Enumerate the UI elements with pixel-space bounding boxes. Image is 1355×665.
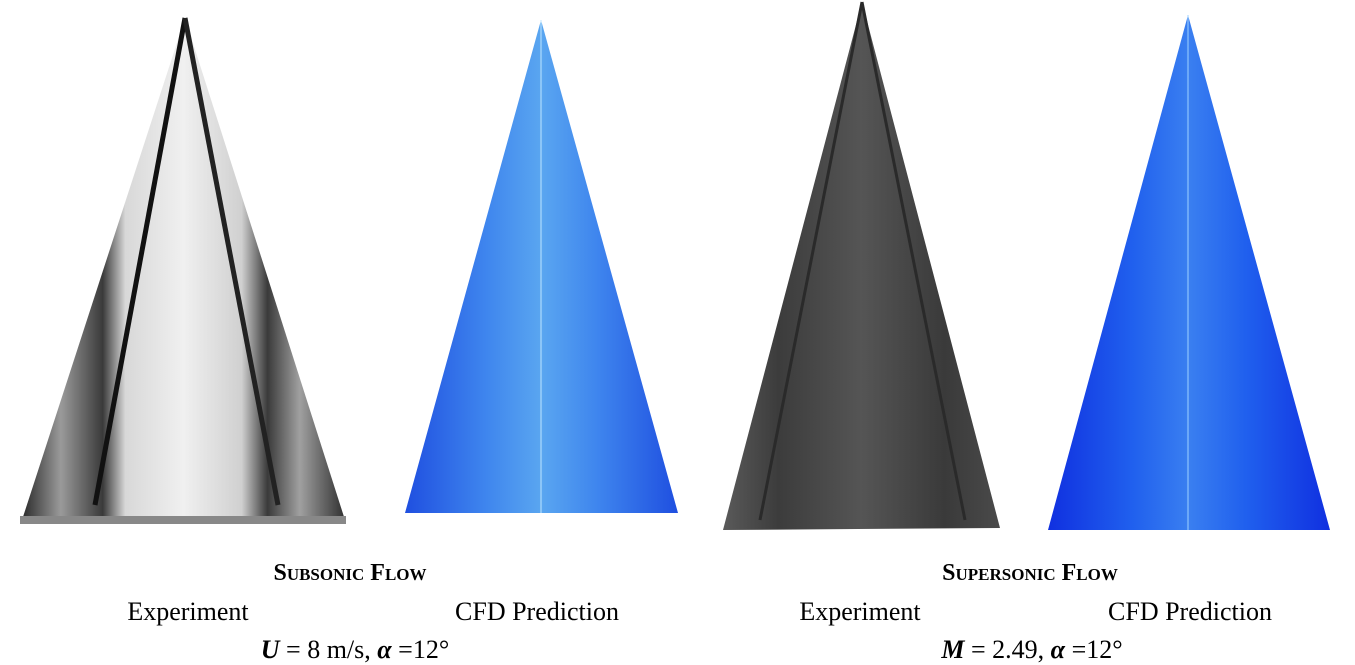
condition: U = 8 m/s, α =12° [261, 635, 449, 664]
angle: =12° [392, 635, 450, 664]
symbol: α [377, 635, 392, 664]
variable: M [940, 635, 965, 664]
variable: U [261, 635, 281, 664]
condition-value: = 2.49, [965, 635, 1051, 664]
cone-image [723, 1, 1000, 530]
panel-title: Supersonic Flow [942, 560, 1118, 586]
image-label: CFD Prediction [455, 597, 619, 626]
cone-image [405, 20, 678, 513]
symbol: α [1051, 635, 1066, 664]
condition-value: = 8 m/s, [280, 635, 378, 664]
image-label: Experiment [799, 597, 921, 626]
image-label: Experiment [127, 597, 249, 626]
condition: M = 2.49, α =12° [940, 635, 1122, 664]
cone-image [1048, 15, 1330, 530]
angle: =12° [1065, 635, 1123, 664]
cone-image [20, 17, 346, 524]
image-label: CFD Prediction [1108, 597, 1272, 626]
panel-title: Subsonic Flow [273, 560, 426, 586]
